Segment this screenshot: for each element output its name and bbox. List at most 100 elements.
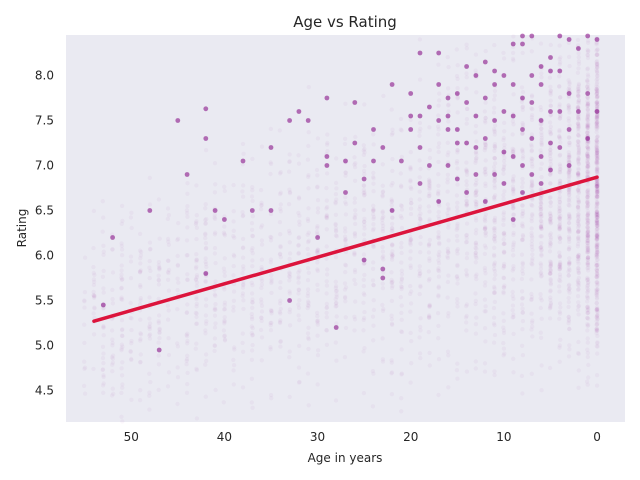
faint-point <box>594 227 598 231</box>
faint-point <box>417 158 421 162</box>
faint-point <box>548 85 552 89</box>
faint-point <box>362 226 366 230</box>
faint-point <box>585 200 589 204</box>
faint-point <box>82 305 86 309</box>
scatter-point <box>417 145 423 150</box>
scatter-point <box>222 217 227 222</box>
faint-point <box>111 387 115 391</box>
faint-point <box>445 180 449 184</box>
faint-point <box>334 359 338 363</box>
faint-point <box>585 231 589 235</box>
faint-point <box>409 212 413 216</box>
faint-point <box>567 230 571 234</box>
faint-point <box>204 359 208 363</box>
faint-point <box>316 323 320 327</box>
faint-point <box>297 214 301 218</box>
faint-point <box>390 299 394 303</box>
faint-point <box>520 149 524 153</box>
faint-point <box>567 283 571 287</box>
faint-point <box>558 222 562 226</box>
faint-point <box>222 334 226 338</box>
faint-point <box>437 242 441 246</box>
faint-point <box>567 262 571 266</box>
faint-point <box>185 253 189 257</box>
faint-point <box>520 289 524 293</box>
faint-point <box>147 295 151 299</box>
faint-point <box>436 145 440 149</box>
faint-point <box>343 263 347 267</box>
scatter-point <box>380 275 386 281</box>
faint-point <box>576 38 580 42</box>
faint-point <box>119 272 123 276</box>
faint-point <box>390 317 394 321</box>
faint-point <box>539 207 543 211</box>
faint-point <box>548 200 552 204</box>
faint-point <box>241 142 245 146</box>
faint-point <box>269 273 273 277</box>
faint-point <box>296 302 300 306</box>
faint-point <box>520 177 524 181</box>
faint-point <box>269 238 273 242</box>
faint-point <box>474 52 478 56</box>
faint-point <box>400 272 404 276</box>
faint-point <box>389 278 393 282</box>
faint-point <box>586 72 590 76</box>
faint-point <box>297 298 301 302</box>
faint-point <box>558 301 562 305</box>
scatter-point <box>510 41 516 47</box>
faint-point <box>558 114 562 118</box>
plot-background <box>66 35 625 422</box>
faint-point <box>306 158 310 162</box>
faint-point <box>474 316 478 320</box>
faint-point <box>167 370 171 374</box>
faint-point <box>82 384 86 388</box>
faint-point <box>446 109 450 113</box>
faint-point <box>548 113 552 117</box>
faint-point <box>474 228 478 232</box>
faint-point <box>232 299 236 303</box>
faint-point <box>595 328 599 332</box>
faint-point <box>521 310 525 314</box>
faint-point <box>417 335 421 339</box>
faint-point <box>139 332 143 336</box>
faint-point <box>362 208 366 212</box>
faint-point <box>530 226 534 230</box>
scatter-point <box>520 190 525 195</box>
faint-point <box>325 315 329 319</box>
scatter-point <box>529 172 535 177</box>
faint-point <box>157 282 161 286</box>
faint-point <box>595 74 599 78</box>
scatter-point <box>529 33 535 39</box>
faint-point <box>511 370 515 374</box>
faint-point <box>325 141 329 145</box>
faint-point <box>353 222 357 226</box>
scatter-point <box>371 127 376 132</box>
faint-point <box>492 285 496 289</box>
scatter-point <box>315 235 320 240</box>
faint-point <box>594 49 598 53</box>
faint-point <box>436 191 440 195</box>
faint-point <box>428 156 432 160</box>
faint-point <box>567 288 571 292</box>
faint-point <box>511 213 515 217</box>
faint-point <box>427 179 431 183</box>
faint-point <box>157 267 161 271</box>
faint-point <box>325 205 329 209</box>
scatter-point <box>538 82 544 87</box>
faint-point <box>147 407 151 411</box>
faint-point <box>288 272 292 276</box>
scatter-point <box>389 82 395 87</box>
faint-point <box>278 244 282 248</box>
faint-point <box>195 302 199 306</box>
faint-point <box>594 207 598 211</box>
faint-point <box>418 284 422 288</box>
faint-point <box>538 105 542 109</box>
faint-point <box>418 77 422 81</box>
faint-point <box>232 363 236 367</box>
faint-point <box>493 300 497 304</box>
faint-point <box>240 341 244 345</box>
faint-point <box>437 91 441 95</box>
scatter-points-layer <box>100 33 600 353</box>
faint-point <box>549 281 553 285</box>
faint-point <box>241 298 245 302</box>
